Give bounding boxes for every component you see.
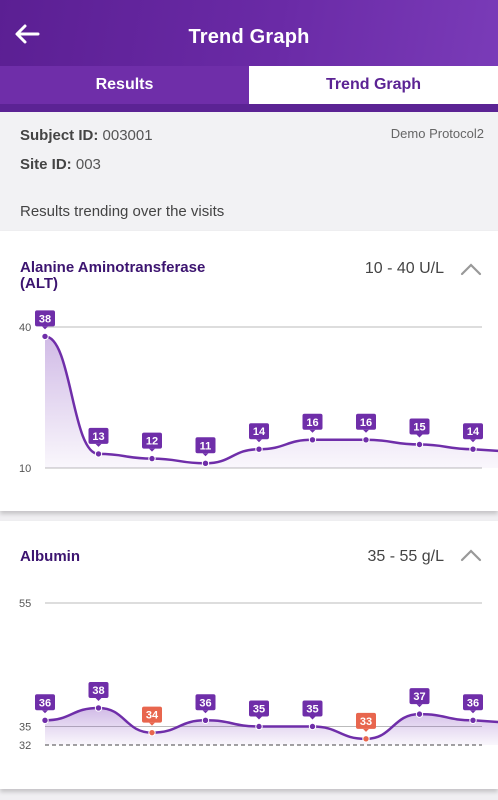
reference-range: 10 - 40 U/L: [364, 260, 444, 277]
test-name-line1: Alanine Aminotransferase: [20, 259, 206, 276]
data-point: [308, 722, 317, 731]
page-title: Trend Graph: [188, 26, 310, 48]
data-label: 15: [409, 418, 430, 438]
app-bar: Trend Graph: [0, 0, 498, 66]
data-label: 16: [302, 413, 323, 433]
data-label: 14: [249, 423, 269, 443]
y-tick-label: 40: [19, 322, 31, 334]
data-point: [308, 436, 317, 444]
data-label: 16: [356, 413, 376, 433]
albumin-trend-card: Albumin 35 - 55 g/L 55 35 32 36 38 34 36 35 35 33…: [0, 521, 498, 789]
svg-text:35: 35: [253, 703, 265, 715]
data-point: [255, 722, 263, 731]
svg-text:36: 36: [39, 697, 51, 709]
data-point: [362, 735, 370, 743]
data-point: [415, 710, 424, 718]
chevron-up-icon[interactable]: [460, 548, 482, 562]
svg-text:11: 11: [200, 440, 212, 452]
series-line: [44, 335, 498, 465]
data-label: 35: [249, 700, 269, 720]
chevron-up-icon[interactable]: [460, 262, 482, 276]
reference-range: 35 - 55 g/L: [367, 548, 445, 565]
svg-text:36: 36: [199, 697, 211, 709]
svg-text:34: 34: [146, 710, 159, 722]
data-point: [148, 454, 156, 463]
data-label: 36: [463, 694, 483, 714]
data-label: 36: [195, 694, 216, 714]
tab-bar: Results Trend Graph: [0, 66, 498, 104]
y-tick-label: 35: [19, 721, 31, 733]
svg-text:16: 16: [306, 417, 318, 429]
data-label: 37: [409, 688, 430, 708]
data-point: [94, 450, 103, 458]
data-label: 38: [35, 310, 55, 330]
subject-id-row: Subject ID: 003001: [20, 127, 153, 144]
data-point: [469, 445, 477, 453]
alt-trend-chart: 40 10 38 13 12 11 14 16 16 15 14: [19, 310, 498, 475]
series-area: [45, 336, 498, 468]
data-point: [201, 459, 210, 468]
svg-text:37: 37: [413, 691, 425, 703]
tab-results[interactable]: Results: [0, 66, 249, 104]
data-point: [201, 716, 210, 725]
site-id-label: Site ID:: [20, 156, 72, 173]
alt-trend-card: Alanine Aminotransferase (ALT) 10 - 40 U…: [0, 231, 498, 511]
svg-text:12: 12: [146, 436, 158, 448]
svg-text:36: 36: [467, 697, 479, 709]
test-name-line2: (ALT): [20, 275, 59, 292]
data-label: 11: [195, 437, 216, 457]
subject-info: Subject ID: 003001 Site ID: 003 Demo Pro…: [0, 112, 498, 230]
svg-text:15: 15: [413, 422, 425, 434]
subject-id-label: Subject ID:: [20, 127, 99, 144]
data-label: 33: [356, 712, 376, 732]
data-point: [41, 716, 49, 725]
data-point: [469, 716, 477, 725]
test-name: Alanine Aminotransferase (ALT): [20, 260, 205, 292]
y-tick-label: 55: [19, 598, 31, 610]
albumin-trend-chart: 55 35 32 36 38 34 36 35 35 33 37 36: [19, 598, 498, 752]
data-label: 38: [88, 681, 109, 701]
svg-text:35: 35: [306, 703, 318, 715]
data-label: 12: [142, 432, 162, 452]
protocol-name: Demo Protocol2: [390, 126, 484, 141]
subject-id-value: 003001: [102, 127, 153, 144]
data-label: 36: [35, 694, 55, 714]
data-point: [415, 440, 424, 449]
svg-text:14: 14: [467, 426, 480, 438]
data-point: [41, 332, 49, 341]
tab-trend-graph[interactable]: Trend Graph: [249, 66, 498, 104]
site-id-row: Site ID: 003: [20, 156, 101, 173]
data-label: 13: [88, 427, 109, 447]
data-point: [148, 728, 156, 737]
svg-text:13: 13: [92, 431, 104, 443]
data-point: [362, 436, 370, 444]
y-tick-label: 32: [19, 740, 31, 752]
test-name-line1: Albumin: [20, 548, 80, 565]
data-point: [255, 445, 263, 453]
data-point: [94, 704, 103, 712]
arrow-left-icon[interactable]: [12, 22, 42, 46]
svg-text:16: 16: [360, 417, 372, 429]
test-name: Albumin: [20, 549, 80, 565]
data-label: 34: [142, 706, 162, 726]
y-tick-label: 10: [19, 463, 31, 475]
svg-text:38: 38: [92, 685, 104, 697]
svg-text:38: 38: [39, 313, 51, 325]
site-id-value: 003: [75, 156, 101, 173]
trend-description: Results trending over the visits: [20, 203, 225, 220]
svg-text:33: 33: [360, 716, 372, 728]
tab-indicator: [0, 104, 498, 112]
data-label: 35: [302, 700, 323, 720]
data-label: 14: [463, 423, 483, 443]
svg-text:14: 14: [253, 426, 266, 438]
